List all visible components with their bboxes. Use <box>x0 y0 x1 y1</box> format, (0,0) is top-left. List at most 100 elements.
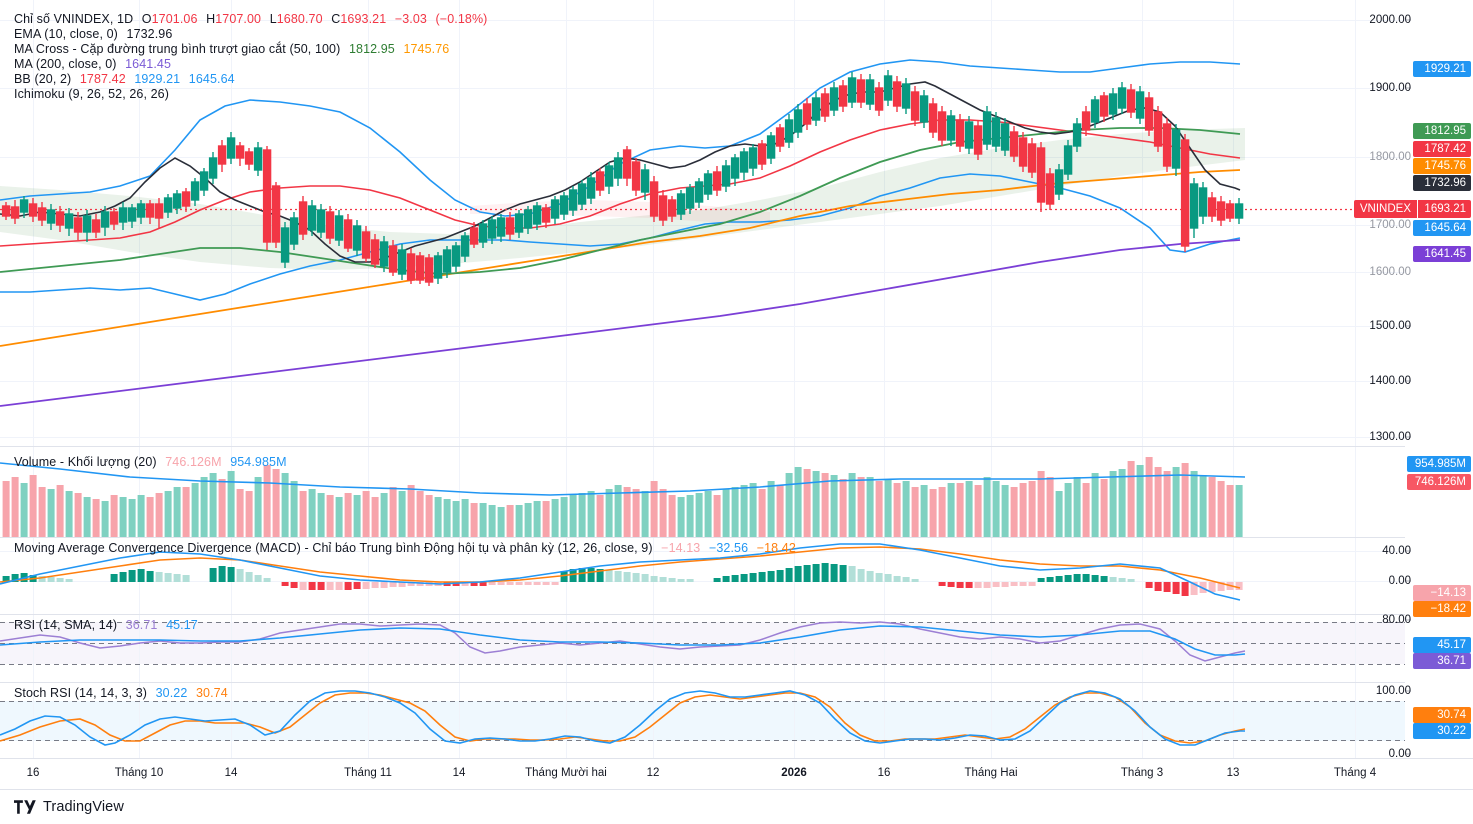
price-axis-label: 1800.00 <box>1369 151 1411 163</box>
time-axis-label: 14 <box>452 767 466 779</box>
volume-last-badge[interactable]: 954.985M <box>1407 456 1471 472</box>
price-axis-label: 1500.00 <box>1369 320 1411 332</box>
indicator-name: Ichimoku (9, 26, 52, 26, 26) <box>14 87 169 101</box>
time-axis-label: 16 <box>877 767 891 779</box>
time-axis-label: Tháng Mười hai <box>525 767 607 779</box>
volume-bars-down <box>2 457 1234 537</box>
ma50-badge[interactable]: 1812.95 <box>1413 123 1471 139</box>
pane-separator[interactable] <box>0 614 1405 615</box>
stochrsi-axis[interactable]: 100.00 0.00 30.74 30.22 <box>1376 683 1473 760</box>
bb-upper-badge[interactable]: 1929.21 <box>1413 61 1471 77</box>
price-axis-label: 1300.00 <box>1369 431 1411 443</box>
macd-axis-label: 40.00 <box>1382 545 1411 557</box>
ema10-line <box>0 81 1241 263</box>
stochrsi-pane-legend[interactable]: Stoch RSI (14, 14, 3, 3) 30.22 30.74 <box>14 686 228 701</box>
macd-axis-label: 0.00 <box>1388 575 1411 587</box>
price-chart-svg <box>0 0 1405 446</box>
volume-pane-legend[interactable]: Volume - Khối lượng (20) 746.126M 954.98… <box>14 455 287 470</box>
candlestick-series <box>1 70 1244 286</box>
indicator-legend-ema10[interactable]: EMA (10, close, 0) 1732.96 <box>14 27 487 42</box>
indicator-legend-ma-cross[interactable]: MA Cross - Cặp đường trung bình trượt gi… <box>14 42 487 57</box>
time-axis-label: Tháng 3 <box>1120 767 1164 779</box>
price-axis-label: 1700.00 <box>1369 219 1411 231</box>
bb-lower-badge[interactable]: 1645.64 <box>1413 220 1471 236</box>
symbol-legend-row[interactable]: Chỉ số VNINDEX, 1D O1701.06 H1707.00 L16… <box>14 12 487 27</box>
price-axis-label: 2000.00 <box>1369 14 1411 26</box>
price-pane[interactable]: Chỉ số VNINDEX, 1D O1701.06 H1707.00 L16… <box>0 0 1473 446</box>
stochrsi-k-badge[interactable]: 30.22 <box>1413 723 1471 739</box>
stochrsi-d-badge[interactable]: 30.74 <box>1413 707 1471 723</box>
stochrsi-k-value: 30.22 <box>155 686 188 700</box>
time-axis-label: 16 <box>26 767 40 779</box>
ohlc-l-label: L <box>269 12 277 26</box>
macd-pane[interactable]: Moving Average Convergence Divergence (M… <box>0 538 1473 617</box>
ma100-badge[interactable]: 1745.76 <box>1413 158 1471 174</box>
macd-signal-value: −18.42 <box>756 541 796 555</box>
macd-histogram <box>2 563 1243 596</box>
price-axis[interactable]: 2000.00 1900.00 1800.00 1700.00 1600.00 … <box>1369 0 1473 446</box>
rsi-line <box>0 625 1246 656</box>
rsi-pane-legend[interactable]: RSI (14, SMA, 14) 36.71 45.17 <box>14 618 198 633</box>
rsi-sma-value: 36.71 <box>125 618 158 632</box>
price-axis-label: 1900.00 <box>1369 82 1411 94</box>
macd-line-value: −32.56 <box>708 541 749 555</box>
macd-line <box>0 543 1241 601</box>
axis-tick <box>1406 580 1411 582</box>
rsi-badge[interactable]: 45.17 <box>1413 637 1471 653</box>
indicator-value: 1929.21 <box>134 72 181 86</box>
macd-signal-badge[interactable]: −18.42 <box>1413 601 1471 617</box>
indicator-value: 1641.45 <box>125 57 172 71</box>
indicator-name: BB (20, 2) <box>14 72 72 86</box>
volume-plot-area[interactable] <box>0 447 1405 537</box>
ma50-line <box>0 127 1241 275</box>
macd-hist-badge[interactable]: −14.13 <box>1413 585 1471 601</box>
volume-axis[interactable]: 954.985M 746.126M <box>1405 447 1473 537</box>
macd-pane-legend[interactable]: Moving Average Convergence Divergence (M… <box>14 541 796 556</box>
time-axis-label: Tháng 11 <box>344 767 392 779</box>
indicator-name: MA (200, close, 0) <box>14 57 117 71</box>
macd-axis[interactable]: 40.00 0.00 −14.13 −18.42 <box>1382 538 1473 617</box>
stochrsi-chart-svg <box>0 683 1405 758</box>
rsi-axis[interactable]: 80.00 45.17 36.71 <box>1382 614 1473 682</box>
ema10-badge[interactable]: 1732.96 <box>1413 175 1471 191</box>
indicator-legend-bb[interactable]: BB (20, 2) 1787.42 1929.21 1645.64 <box>14 72 487 87</box>
stochrsi-axis-label: 0.00 <box>1388 748 1411 760</box>
rsi-indicator-name: RSI (14, SMA, 14) <box>14 618 118 632</box>
ohlc-o-label: O <box>141 12 152 26</box>
volume-pane[interactable]: Volume - Khối lượng (20) 746.126M 954.98… <box>0 447 1473 537</box>
rsi-levels <box>0 622 1405 665</box>
stochrsi-d-line <box>0 692 1246 744</box>
stochrsi-axis-label: 100.00 <box>1375 685 1411 697</box>
time-axis-label: Tháng 4 <box>1333 767 1377 779</box>
price-plot-area[interactable] <box>0 0 1405 446</box>
ohlc-c-label: C <box>331 12 341 26</box>
indicator-legend-ma200[interactable]: MA (200, close, 0) 1641.45 <box>14 57 487 72</box>
indicator-value: 1787.42 <box>79 72 126 86</box>
rsi-chart-svg <box>0 615 1405 682</box>
time-axis[interactable]: 16 Tháng 10 14 Tháng 11 14 Tháng Mười ha… <box>0 758 1473 788</box>
last-price-symbol: VNINDEX <box>1353 200 1417 218</box>
tradingview-mark-icon <box>14 800 36 814</box>
pane-separator[interactable] <box>0 537 1405 538</box>
symbol-title: Chỉ số VNINDEX, 1D <box>14 12 134 26</box>
indicator-value: 1645.64 <box>188 72 235 86</box>
bb-basis-badge[interactable]: 1787.42 <box>1413 141 1471 157</box>
rsi-sma-badge[interactable]: 36.71 <box>1413 653 1471 669</box>
last-price-badge[interactable]: VNINDEX 1693.21 <box>1353 200 1471 218</box>
stochrsi-pane[interactable]: Stoch RSI (14, 14, 3, 3) 30.22 30.74 100… <box>0 683 1473 760</box>
pane-separator[interactable] <box>0 682 1405 683</box>
stochrsi-plot-area[interactable] <box>0 683 1405 758</box>
rsi-plot-area[interactable] <box>0 615 1405 682</box>
rsi-axis-label: 80.00 <box>1382 614 1411 626</box>
rsi-pane[interactable]: RSI (14, SMA, 14) 36.71 45.17 80.00 45.1… <box>0 614 1473 682</box>
rsi-value: 45.17 <box>166 618 198 632</box>
volume-ma-badge[interactable]: 746.126M <box>1407 474 1471 490</box>
indicator-value: 1812.95 <box>348 42 395 56</box>
macd-plot-area[interactable] <box>0 538 1405 614</box>
pane-separator[interactable] <box>0 446 1405 447</box>
indicator-legend-ichimoku[interactable]: Ichimoku (9, 26, 52, 26, 26) <box>14 87 487 102</box>
ma200-badge[interactable]: 1641.45 <box>1413 246 1471 262</box>
tradingview-logo[interactable]: TradingView <box>14 799 124 815</box>
axis-tick <box>1406 325 1411 327</box>
